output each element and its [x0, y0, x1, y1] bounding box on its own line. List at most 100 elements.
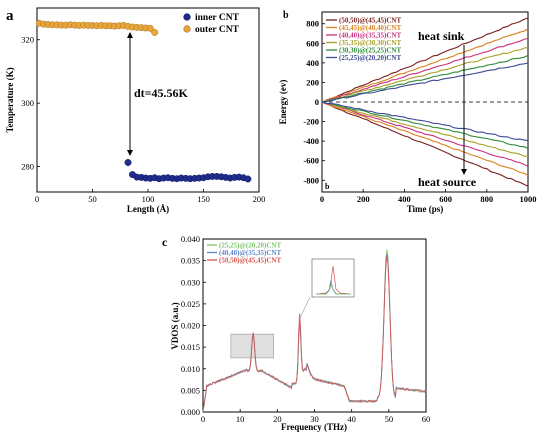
y-tick-label: 0.035: [181, 256, 200, 266]
data-point: [151, 28, 159, 36]
y-tick-label: 0.025: [181, 299, 200, 309]
legend-label-outer: outer CNT: [195, 25, 240, 35]
energy-line: [321, 28, 529, 103]
y-tick-label: 0.040: [181, 234, 200, 244]
y-tick-label: 0.005: [181, 385, 200, 395]
heat-arrow-head: [461, 169, 467, 175]
panel-b-xlabel: Time (ps): [407, 204, 444, 214]
panel-c-legend: (25,25)@(20,20)CNT(40,40)@(35,35)CNT(50,…: [207, 242, 281, 265]
y-tick-label: 0.020: [181, 321, 200, 331]
data-point: [146, 24, 154, 32]
legend-label: (40,40)@(35,35)CNT: [219, 249, 281, 257]
panel-b-x-ticks: 0 200 400 600 800 1000: [320, 189, 537, 204]
y-tick-label: 0.000: [181, 407, 200, 417]
legend-label: (40,40)@(35,35)CNT: [339, 32, 401, 40]
x-tick-label: 0: [201, 414, 205, 424]
panel-b: b 0 200 400 600 800 1000 -800 -600 -400 -200 0 200…: [278, 10, 537, 214]
x-tick-label: 100: [142, 194, 155, 204]
x-tick-label: 50: [88, 194, 97, 204]
y-tick-label: 200: [306, 77, 319, 87]
y-tick-label: -600: [303, 156, 319, 166]
legend-label: (50,50)@(45,45)CNT: [339, 17, 401, 25]
y-tick-label: 320: [21, 35, 34, 45]
panel-b-legend: (50,50)@(45,45)CNT(45,45)@(40,40)CNT(40,…: [326, 17, 401, 62]
panel-b-ylabel: Energy (ev): [278, 80, 288, 125]
energy-line: [321, 101, 529, 167]
dt-arrow-head-down: [127, 150, 133, 156]
x-tick-label: 400: [398, 194, 411, 204]
panel-a-y-ticks: 280 300 320: [21, 35, 40, 172]
panel-a-letter: a: [6, 8, 14, 24]
x-tick-label: 200: [357, 194, 370, 204]
y-tick-label: 0.010: [181, 364, 200, 374]
panel-c-letter: c: [162, 235, 168, 249]
inset-plot: [299, 258, 355, 319]
y-tick-label: 0.015: [181, 342, 200, 352]
x-tick-label: 0: [35, 194, 39, 204]
y-tick-label: 600: [306, 38, 319, 48]
inset-frame: [311, 258, 355, 298]
panel-a: a 0 50 100 150 200 280 300 320 Length (Å) Temp…: [5, 7, 266, 214]
data-point: [124, 159, 132, 166]
x-tick-label: 800: [480, 194, 493, 204]
panel-c-lines: [202, 249, 427, 413]
x-tick-label: 50: [385, 414, 394, 424]
panel-b-lines: [321, 17, 529, 187]
energy-line: [321, 54, 529, 103]
panel-a-xlabel: Length (Å): [127, 204, 169, 214]
panel-a-ylabel: Temperature (K): [5, 67, 15, 132]
panel-b-y-ticks: -800 -600 -400 -200 0 200 400 600 800: [303, 19, 325, 185]
legend-marker-inner: [183, 13, 191, 21]
y-tick-label: 280: [21, 162, 34, 172]
x-tick-label: 200: [253, 194, 266, 204]
panel-c: c 0 10 20 30 40 50 60 0.000 0.005 0.010 0.015 0.02…: [162, 234, 430, 432]
energy-line: [321, 101, 529, 187]
energy-line: [321, 62, 529, 103]
x-tick-label: 20: [273, 414, 282, 424]
y-tick-label: -400: [303, 136, 319, 146]
x-tick-label: 30: [310, 414, 319, 424]
legend-label: (35,35)@(30,30)CNT: [339, 39, 401, 47]
energy-line: [321, 37, 529, 103]
y-tick-label: 0.030: [181, 277, 200, 287]
legend-label: (25,25)@(20,20)CNT: [219, 242, 281, 250]
x-tick-label: 600: [439, 194, 452, 204]
dt-annotation: dt=45.56K: [134, 86, 189, 100]
energy-line: [321, 101, 529, 142]
panel-c-y-ticks: 0.000 0.005 0.010 0.015 0.020 0.025 0.030 0.035…: [181, 234, 206, 417]
x-tick-label: 1000: [520, 194, 537, 204]
inset-line-red: [315, 265, 352, 295]
legend-marker-outer: [183, 25, 191, 33]
x-tick-label: 10: [236, 414, 245, 424]
panel-b-corner-label: b: [325, 182, 330, 191]
panel-a-legend: inner CNT outer CNT: [183, 13, 240, 35]
legend-label-inner: inner CNT: [195, 13, 240, 23]
legend-label: (45,45)@(40,40)CNT: [339, 24, 401, 32]
legend-label: (30,30)@(25,25)CNT: [339, 47, 401, 55]
inset-line-green: [316, 284, 351, 295]
y-tick-label: 300: [21, 98, 34, 108]
vdos-line: [202, 255, 427, 413]
inset-connector: [299, 296, 311, 319]
panel-a-frame: [36, 7, 260, 193]
panel-c-xlabel: Frequency (THz): [281, 422, 347, 432]
energy-line: [321, 101, 529, 149]
energy-line: [321, 101, 529, 158]
x-tick-label: 60: [422, 414, 431, 424]
panel-b-letter: b: [283, 10, 289, 21]
x-tick-label: 40: [347, 414, 356, 424]
y-tick-label: 0: [315, 97, 319, 107]
heat-source-label: heat source: [418, 175, 477, 189]
y-tick-label: -200: [303, 117, 319, 127]
energy-line: [321, 101, 529, 176]
legend-label: (25,25)@(20,20)CNT: [339, 54, 401, 62]
panel-a-x-ticks: 0 50 100 150 200: [35, 189, 266, 204]
x-tick-label: 0: [320, 194, 324, 204]
energy-line: [321, 46, 529, 103]
y-tick-label: 400: [306, 58, 319, 68]
dt-arrow-head-up: [127, 32, 133, 38]
y-tick-label: -800: [303, 175, 319, 185]
energy-line: [321, 17, 529, 103]
panel-c-x-ticks: 0 10 20 30 40 50 60: [201, 409, 430, 424]
